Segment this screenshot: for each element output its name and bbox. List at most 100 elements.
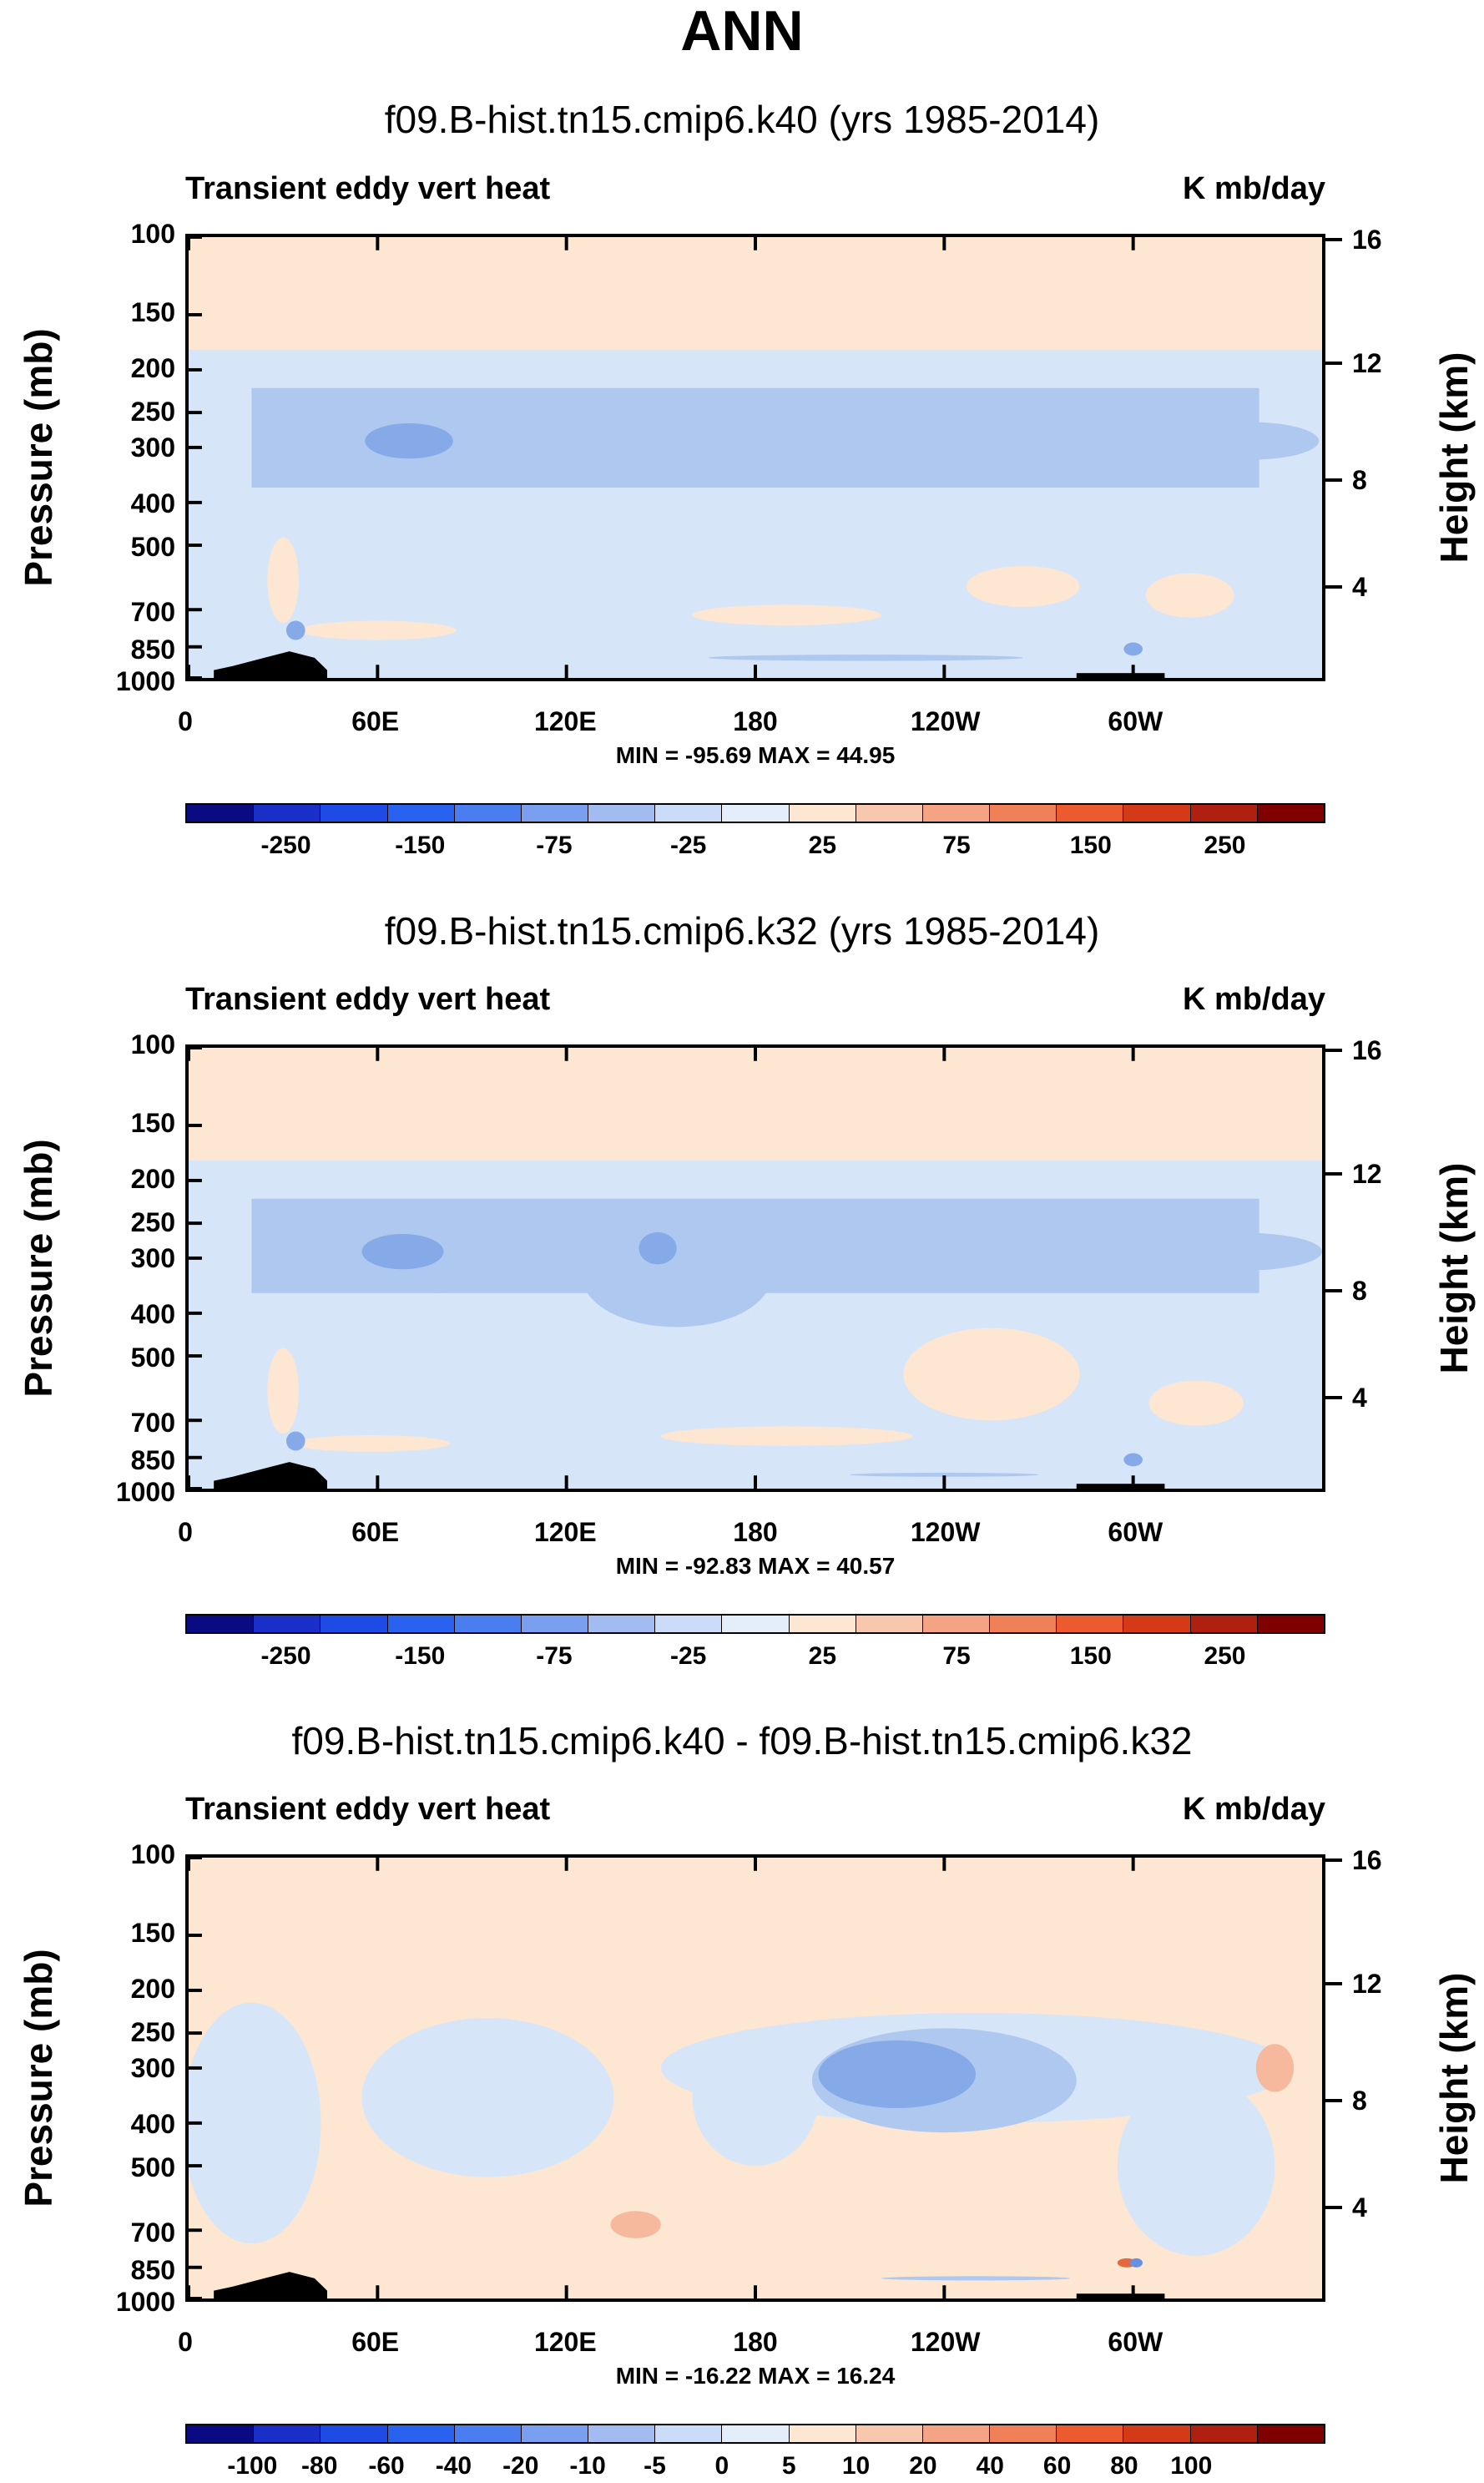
panel-1-ytick-label: 300 — [130, 432, 175, 463]
panel-3-minmax: MIN = -16.22 MAX = 16.24 — [615, 2363, 896, 2389]
contour-region-6 — [639, 1231, 677, 1265]
contour-region-8 — [267, 1348, 300, 1434]
panel-2-ylabel: Pressure (mb) — [17, 1139, 60, 1398]
colorbar-segment — [321, 2425, 388, 2442]
panel-2-plot — [185, 1044, 1325, 1492]
panel-3-xtick-label: 120W — [910, 2327, 981, 2357]
panel-2-ytick-label: 200 — [130, 1164, 175, 1195]
colorbar-segment — [990, 2425, 1057, 2442]
contour-region-11 — [1145, 573, 1234, 618]
panel-1-ytick-label: 1000 — [115, 666, 175, 696]
panel-1-ylabel-right: Height (km) — [1432, 351, 1476, 564]
panel-3-right-tick — [1325, 1858, 1342, 1862]
panel-3-ylabel: Pressure (mb) — [17, 1949, 60, 2207]
topography-africa — [214, 1462, 327, 1489]
panel-2-colorbar-label: 250 — [1204, 1642, 1246, 1670]
contour-region-4 — [365, 423, 453, 459]
panel-2-field — [189, 1048, 1322, 1489]
colorbar-segment — [588, 2425, 656, 2442]
panel-3-ytick-label: 400 — [130, 2108, 175, 2139]
panel-3-ytick-label: 300 — [130, 2052, 175, 2083]
panel-3-colorbar-label: 0 — [714, 2452, 729, 2480]
page-title: ANN — [680, 0, 804, 63]
contour-region-8 — [1255, 2044, 1295, 2092]
panel-2-colorbar-label: -250 — [260, 1642, 311, 1670]
panel-3-xtick-label: 60W — [1108, 2327, 1163, 2357]
contour-region-9 — [292, 1435, 451, 1452]
colorbar-segment — [1190, 2425, 1258, 2442]
colorbar-segment — [387, 1616, 455, 1632]
panel-2-ytick-label: 1000 — [115, 1477, 175, 1507]
colorbar-segment — [856, 2425, 923, 2442]
colorbar-segment — [521, 805, 589, 822]
colorbar-segment — [1257, 2425, 1324, 2442]
contour-region-4 — [1117, 2076, 1275, 2256]
colorbar-segment — [387, 2425, 455, 2442]
contour-region-2 — [361, 2018, 614, 2177]
panel-3-title: f09.B-hist.tn15.cmip6.k40 - f09.B-hist.t… — [291, 1719, 1193, 1762]
panel-2-right-tick-label: 12 — [1352, 1159, 1382, 1190]
contour-region-4 — [361, 1234, 444, 1270]
panel-3-ytick-label: 700 — [130, 2217, 175, 2248]
topography-africa — [214, 651, 327, 678]
panel-3-colorbar-label: 20 — [909, 2452, 937, 2480]
contour-region-12 — [1148, 1380, 1244, 1426]
topography-andes — [1076, 673, 1165, 678]
stratosphere-positive-region — [189, 1048, 1322, 1161]
colorbar-segment — [187, 805, 255, 822]
contour-region-10 — [660, 1426, 913, 1446]
colorbar-segment — [789, 805, 856, 822]
panel-1-colorbar-label: 250 — [1204, 832, 1246, 859]
colorbar-segment — [454, 2425, 522, 2442]
panel-1-xtick-label: 120E — [533, 706, 597, 736]
panel-2-ytick-label: 300 — [130, 1242, 175, 1273]
panel-3-ylabel-right: Height (km) — [1432, 1972, 1476, 2184]
panel-2-right-tick — [1325, 1172, 1342, 1176]
contour-region-15 — [850, 1472, 1039, 1477]
panel-2-colorbar-label: 25 — [808, 1642, 837, 1670]
panel-1-colorbar-label: -75 — [536, 832, 573, 859]
panel-2-right-tick — [1325, 1048, 1342, 1052]
colorbar-segment — [655, 2425, 723, 2442]
panel-2-title: f09.B-hist.tn15.cmip6.k32 (yrs 1985-2014… — [384, 909, 1100, 953]
colorbar-segment — [922, 2425, 991, 2442]
contour-region-6 — [1180, 422, 1320, 460]
colorbar-segment — [655, 805, 723, 822]
panel-3-ytick-label: 500 — [130, 2152, 175, 2182]
colorbar-segment — [588, 805, 656, 822]
panel-3-ytick-label: 1000 — [115, 2287, 175, 2317]
panel-1-ytick-label: 100 — [130, 219, 175, 249]
contour-region-8 — [299, 620, 457, 640]
colorbar-segment — [1123, 805, 1191, 822]
panel-1-title: f09.B-hist.tn15.cmip6.k40 (yrs 1985-2014… — [384, 98, 1100, 141]
panel-2-xtick-label: 0 — [178, 1517, 193, 1547]
panel-3-ytick-label: 850 — [130, 2255, 175, 2286]
panel-1-colorbar-label: 150 — [1069, 832, 1112, 859]
contour-region-1 — [189, 494, 1322, 596]
panel-1-ytick-label: 200 — [130, 353, 175, 384]
panel-2-right-tick-label: 4 — [1352, 1382, 1367, 1413]
contour-region-1 — [189, 2002, 321, 2243]
colorbar-segment — [254, 2425, 321, 2442]
colorbar-segment — [722, 1616, 790, 1632]
panel-2-ytick-label: 100 — [130, 1029, 175, 1059]
colorbar-segment — [1057, 1616, 1124, 1632]
panel-1-xtick-label: 60E — [351, 706, 400, 736]
colorbar-segment — [454, 1616, 522, 1632]
panel-3-right-tick — [1325, 1982, 1342, 1986]
colorbar-segment — [321, 1616, 388, 1632]
topography-andes — [1076, 2293, 1165, 2298]
panel-3-colorbar-label: 60 — [1042, 2452, 1072, 2480]
panel-1-colorbar-label: 25 — [808, 832, 837, 859]
panel-2-right-tick-label: 16 — [1352, 1034, 1382, 1065]
panel-1-minmax: MIN = -95.69 MAX = 44.95 — [615, 742, 896, 768]
panel-1-ytick-label: 700 — [130, 596, 175, 627]
panel-2-colorbar-label: -75 — [536, 1642, 573, 1670]
contour-region-7 — [1164, 1232, 1322, 1271]
panel-3-xtick-label: 120E — [533, 2327, 597, 2357]
contour-region-11 — [1129, 2258, 1143, 2268]
colorbar-segment — [1257, 1616, 1324, 1632]
panel-1-right-tick-label: 12 — [1352, 348, 1382, 379]
panel-2-ytick-label: 850 — [130, 1445, 175, 1476]
panel-1-ytick-label: 850 — [130, 635, 175, 665]
